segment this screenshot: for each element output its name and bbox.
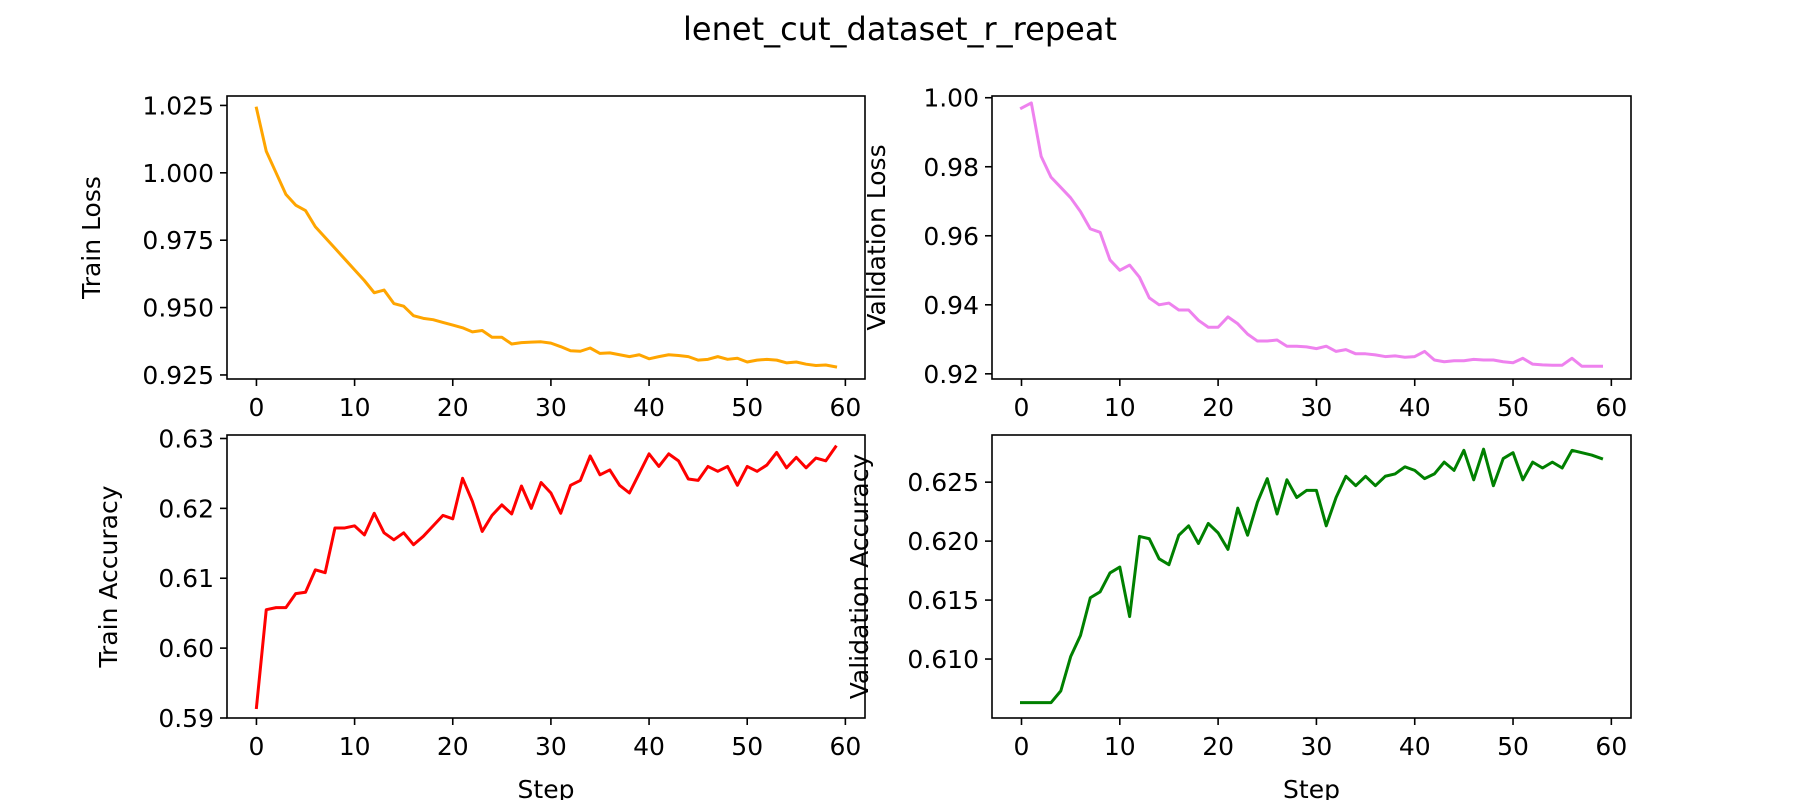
validation-loss-xtick-label: 0	[1014, 393, 1030, 422]
train-accuracy-xtick-label: 50	[731, 732, 763, 761]
train-loss-axes-frame	[226, 95, 866, 380]
validation-accuracy-xtick-label: 10	[1104, 732, 1136, 761]
train-loss-xtick-label: 30	[535, 393, 567, 422]
validation-accuracy-ylabel: Validation Accuracy	[845, 454, 874, 700]
validation-loss-xtick-label: 50	[1497, 393, 1529, 422]
train-loss-chart: 0 10 20 30 40 50 60 0.925 0.950 0.975 1.000 1.025 Tr…	[77, 91, 866, 422]
validation-accuracy-line	[1019, 447, 1604, 705]
train-loss-ytick-label: 1.025	[142, 91, 214, 120]
train-accuracy-ytick-label: 0.62	[158, 494, 214, 523]
validation-accuracy-axes-frame	[991, 434, 1632, 719]
train-loss-xtick-label: 40	[633, 393, 665, 422]
train-accuracy-ytick-label: 0.61	[158, 564, 214, 593]
validation-loss-axes-frame	[991, 95, 1632, 380]
train-accuracy-axes-frame	[226, 434, 866, 719]
validation-accuracy-xlabel: Step	[1283, 775, 1340, 800]
train-accuracy-chart: 0 10 20 30 40 50 60 0.59 0.60 0.61 0.62 0.63 Train A…	[94, 424, 866, 800]
validation-loss-xtick-label: 40	[1399, 393, 1431, 422]
train-accuracy-ytick-label: 0.63	[158, 424, 214, 453]
train-loss-ytick-label: 0.950	[142, 294, 214, 323]
validation-accuracy-xtick-label: 60	[1595, 732, 1627, 761]
validation-accuracy-xtick-label: 30	[1301, 732, 1333, 761]
validation-loss-ytick-label: 0.92	[923, 360, 979, 389]
train-loss-line	[254, 106, 838, 369]
validation-accuracy-ytick-label: 0.620	[907, 527, 979, 556]
validation-loss-xtick-label: 20	[1202, 393, 1234, 422]
train-loss-xtick-label: 20	[437, 393, 469, 422]
validation-accuracy-xtick-label: 40	[1399, 732, 1431, 761]
train-accuracy-xtick-label: 60	[829, 732, 861, 761]
train-loss-xtick-label: 10	[339, 393, 371, 422]
train-accuracy-xtick-label: 0	[248, 732, 264, 761]
validation-loss-xtick-label: 60	[1595, 393, 1627, 422]
train-accuracy-line	[254, 444, 838, 710]
validation-accuracy-chart: 0 10 20 30 40 50 60 0.610 0.615 0.620 0.625 Validat…	[845, 434, 1632, 800]
validation-loss-ytick-label: 0.94	[923, 291, 979, 320]
validation-accuracy-xtick-label: 20	[1202, 732, 1234, 761]
train-accuracy-xtick-label: 10	[339, 732, 371, 761]
validation-accuracy-ytick-label: 0.615	[907, 586, 979, 615]
validation-loss-xtick-label: 30	[1301, 393, 1333, 422]
validation-accuracy-xtick-label: 0	[1014, 732, 1030, 761]
train-loss-xtick-label: 50	[731, 393, 763, 422]
validation-accuracy-ytick-label: 0.625	[907, 468, 979, 497]
train-loss-ytick-label: 1.000	[142, 159, 214, 188]
validation-loss-ytick-label: 0.98	[923, 153, 979, 182]
validation-loss-ytick-label: 0.96	[923, 222, 979, 251]
train-accuracy-ytick-label: 0.59	[158, 704, 214, 733]
train-loss-xtick-label: 0	[248, 393, 264, 422]
train-loss-ylabel: Train Loss	[77, 176, 106, 300]
train-accuracy-xtick-label: 20	[437, 732, 469, 761]
validation-loss-xtick-label: 10	[1104, 393, 1136, 422]
validation-accuracy-xtick-label: 50	[1497, 732, 1529, 761]
train-accuracy-xtick-label: 30	[535, 732, 567, 761]
train-loss-ytick-label: 0.925	[142, 361, 214, 390]
train-accuracy-xlabel: Step	[518, 775, 575, 800]
train-loss-xtick-label: 60	[829, 393, 861, 422]
train-accuracy-ytick-label: 0.60	[158, 634, 214, 663]
validation-loss-line	[1019, 101, 1604, 368]
validation-loss-ytick-label: 1.00	[923, 84, 979, 113]
validation-accuracy-ytick-label: 0.610	[907, 645, 979, 674]
validation-loss-ylabel: Validation Loss	[862, 144, 891, 330]
train-loss-ytick-label: 0.975	[142, 226, 214, 255]
train-accuracy-ylabel: Train Accuracy	[94, 485, 123, 668]
train-accuracy-xtick-label: 40	[633, 732, 665, 761]
validation-loss-chart: 0 10 20 30 40 50 60 0.92 0.94 0.96 0.98 1.00 Validat…	[862, 84, 1632, 422]
figure-title: lenet_cut_dataset_r_repeat	[683, 10, 1117, 48]
